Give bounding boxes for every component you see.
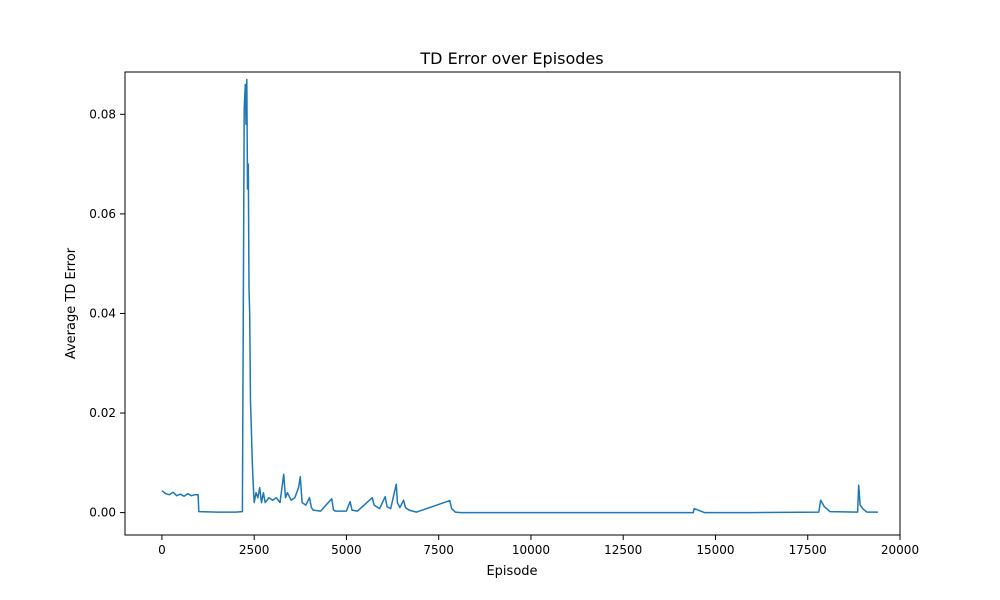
x-tick-label: 17500 (789, 543, 827, 557)
x-tick-label: 15000 (696, 543, 734, 557)
x-axis-ticks: 0 2500 5000 7500 10000 12500 15000 17500 20000 (158, 535, 919, 557)
y-tick-label: 0.06 (89, 207, 116, 221)
x-tick-label: 12500 (604, 543, 642, 557)
x-tick-label: 5000 (331, 543, 362, 557)
x-tick-label: 20000 (881, 543, 919, 557)
y-tick-label: 0.08 (89, 107, 116, 121)
x-tick-label: 2500 (239, 543, 270, 557)
x-tick-label: 7500 (423, 543, 454, 557)
x-axis-label: Episode (486, 564, 537, 579)
y-tick-label: 0.02 (89, 406, 116, 420)
x-tick-label: 0 (158, 543, 166, 557)
y-axis-label: Average TD Error (64, 247, 79, 359)
axes-frame (124, 71, 901, 536)
x-tick-label: 10000 (512, 543, 550, 557)
plot-area (161, 78, 878, 514)
y-axis-ticks: 0.00 0.02 0.04 0.06 0.08 (89, 107, 125, 520)
y-tick-label: 0.04 (89, 306, 116, 320)
chart-title: TD Error over Episodes (419, 49, 603, 68)
series-line-0 (161, 78, 878, 514)
y-tick-label: 0.00 (89, 506, 116, 520)
